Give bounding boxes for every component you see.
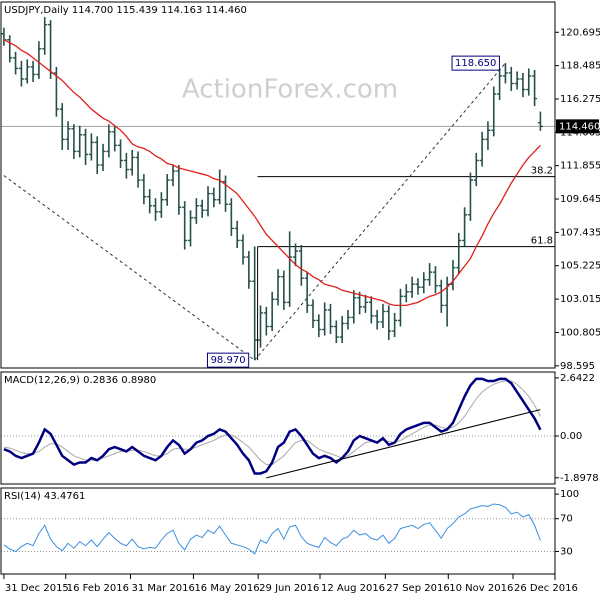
y-tick-label: -1.8978	[560, 473, 599, 484]
x-tick-label: 27 Sep 2016	[386, 583, 449, 594]
y-tick-label: 109.645	[560, 194, 600, 205]
macd-panel	[1, 377, 555, 479]
y-tick-label: 100	[560, 489, 579, 500]
y-tick-label: 30	[560, 546, 573, 557]
fib-label: 38.2	[531, 166, 553, 177]
panel-frame	[0, 371, 556, 485]
x-tick-label: 29 Jun 2016	[259, 583, 319, 594]
y-tick-label: 98.595	[560, 361, 595, 372]
panel-frame	[0, 1, 556, 369]
moving-average	[3, 39, 541, 307]
fib-label: 61.8	[531, 236, 553, 247]
y-tick-label: 70	[560, 514, 573, 525]
last-price-label: 114.460	[559, 121, 600, 132]
indicator-line	[3, 503, 541, 555]
x-tick-label: 12 Aug 2016	[321, 583, 385, 594]
extreme-box	[451, 55, 500, 71]
rsi-panel	[1, 503, 555, 555]
y-tick-label: 107.435	[560, 227, 600, 238]
y-tick-label: 111.855	[560, 161, 600, 172]
extreme-label: 118.650	[455, 58, 496, 69]
panel-title: RSI(14) 43.4761	[4, 491, 85, 502]
trendline	[254, 62, 506, 361]
y-tick-label: 120.695	[560, 27, 600, 38]
y-tick-label: 118.485	[560, 61, 600, 72]
x-tick-label: 10 Nov 2016	[449, 583, 513, 594]
axes: 120.695118.485116.275114.065111.855109.6…	[3, 27, 600, 594]
indicator-line	[3, 377, 542, 475]
x-tick-label: 31 Dec 2015	[5, 583, 69, 594]
watermark: ActionForex.com	[182, 75, 398, 105]
x-tick-label: 26 Dec 2016	[514, 583, 578, 594]
y-tick-label: 105.225	[560, 261, 600, 272]
extreme-label: 98.970	[211, 355, 246, 366]
chart-title: USDJPY,Daily 114.700 115.439 114.163 114…	[4, 5, 247, 16]
x-tick-label: 31 Mar 2016	[131, 583, 194, 594]
x-tick-label: 16 May 2016	[194, 583, 259, 594]
y-tick-label: 100.805	[560, 327, 600, 338]
y-tick-label: 116.275	[560, 94, 600, 105]
y-tick-label: 103.015	[560, 294, 600, 305]
y-tick-label: 0.00	[560, 431, 582, 442]
extreme-box	[206, 352, 250, 368]
panel-frame	[0, 487, 556, 575]
last-price-box	[556, 119, 599, 134]
price-panel: 38.2 61.8 118.650 98.970	[1, 17, 555, 368]
y-tick-label: 2.6422	[560, 373, 595, 384]
panel-title: MACD(12,26,9) 0.2836 0.8980	[4, 375, 156, 386]
trendline	[3, 175, 255, 361]
x-tick-label: 16 Feb 2016	[67, 583, 129, 594]
trendline	[266, 409, 541, 479]
